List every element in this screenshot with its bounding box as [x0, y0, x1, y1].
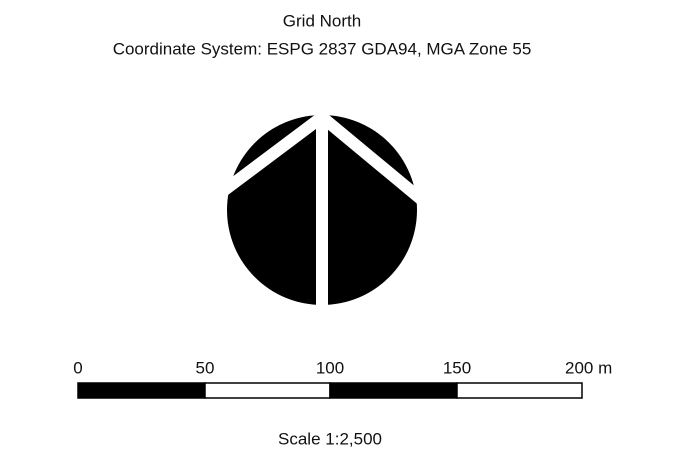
scale-bar: [77, 382, 583, 399]
scale-segment: [77, 382, 206, 399]
north-arrow-chevron: [218, 109, 426, 205]
scale-label: 150: [443, 358, 471, 377]
scale-label: 50: [196, 358, 215, 377]
scale-label: 100: [316, 358, 344, 377]
scale-text: Scale 1:2,500: [278, 429, 382, 448]
north-arrow: [218, 109, 426, 310]
scale-segment: [456, 382, 583, 399]
scale-label: 0: [73, 358, 82, 377]
coordinate-system: Coordinate System: ESPG 2837 GDA94, MGA …: [113, 39, 532, 58]
scale-labels: 0 50 100 150 200 m: [73, 358, 612, 377]
north-title: Grid North: [283, 11, 361, 30]
scale-segment: [204, 382, 331, 399]
scale-label: 200 m: [565, 358, 612, 377]
scale-segment: [329, 382, 458, 399]
